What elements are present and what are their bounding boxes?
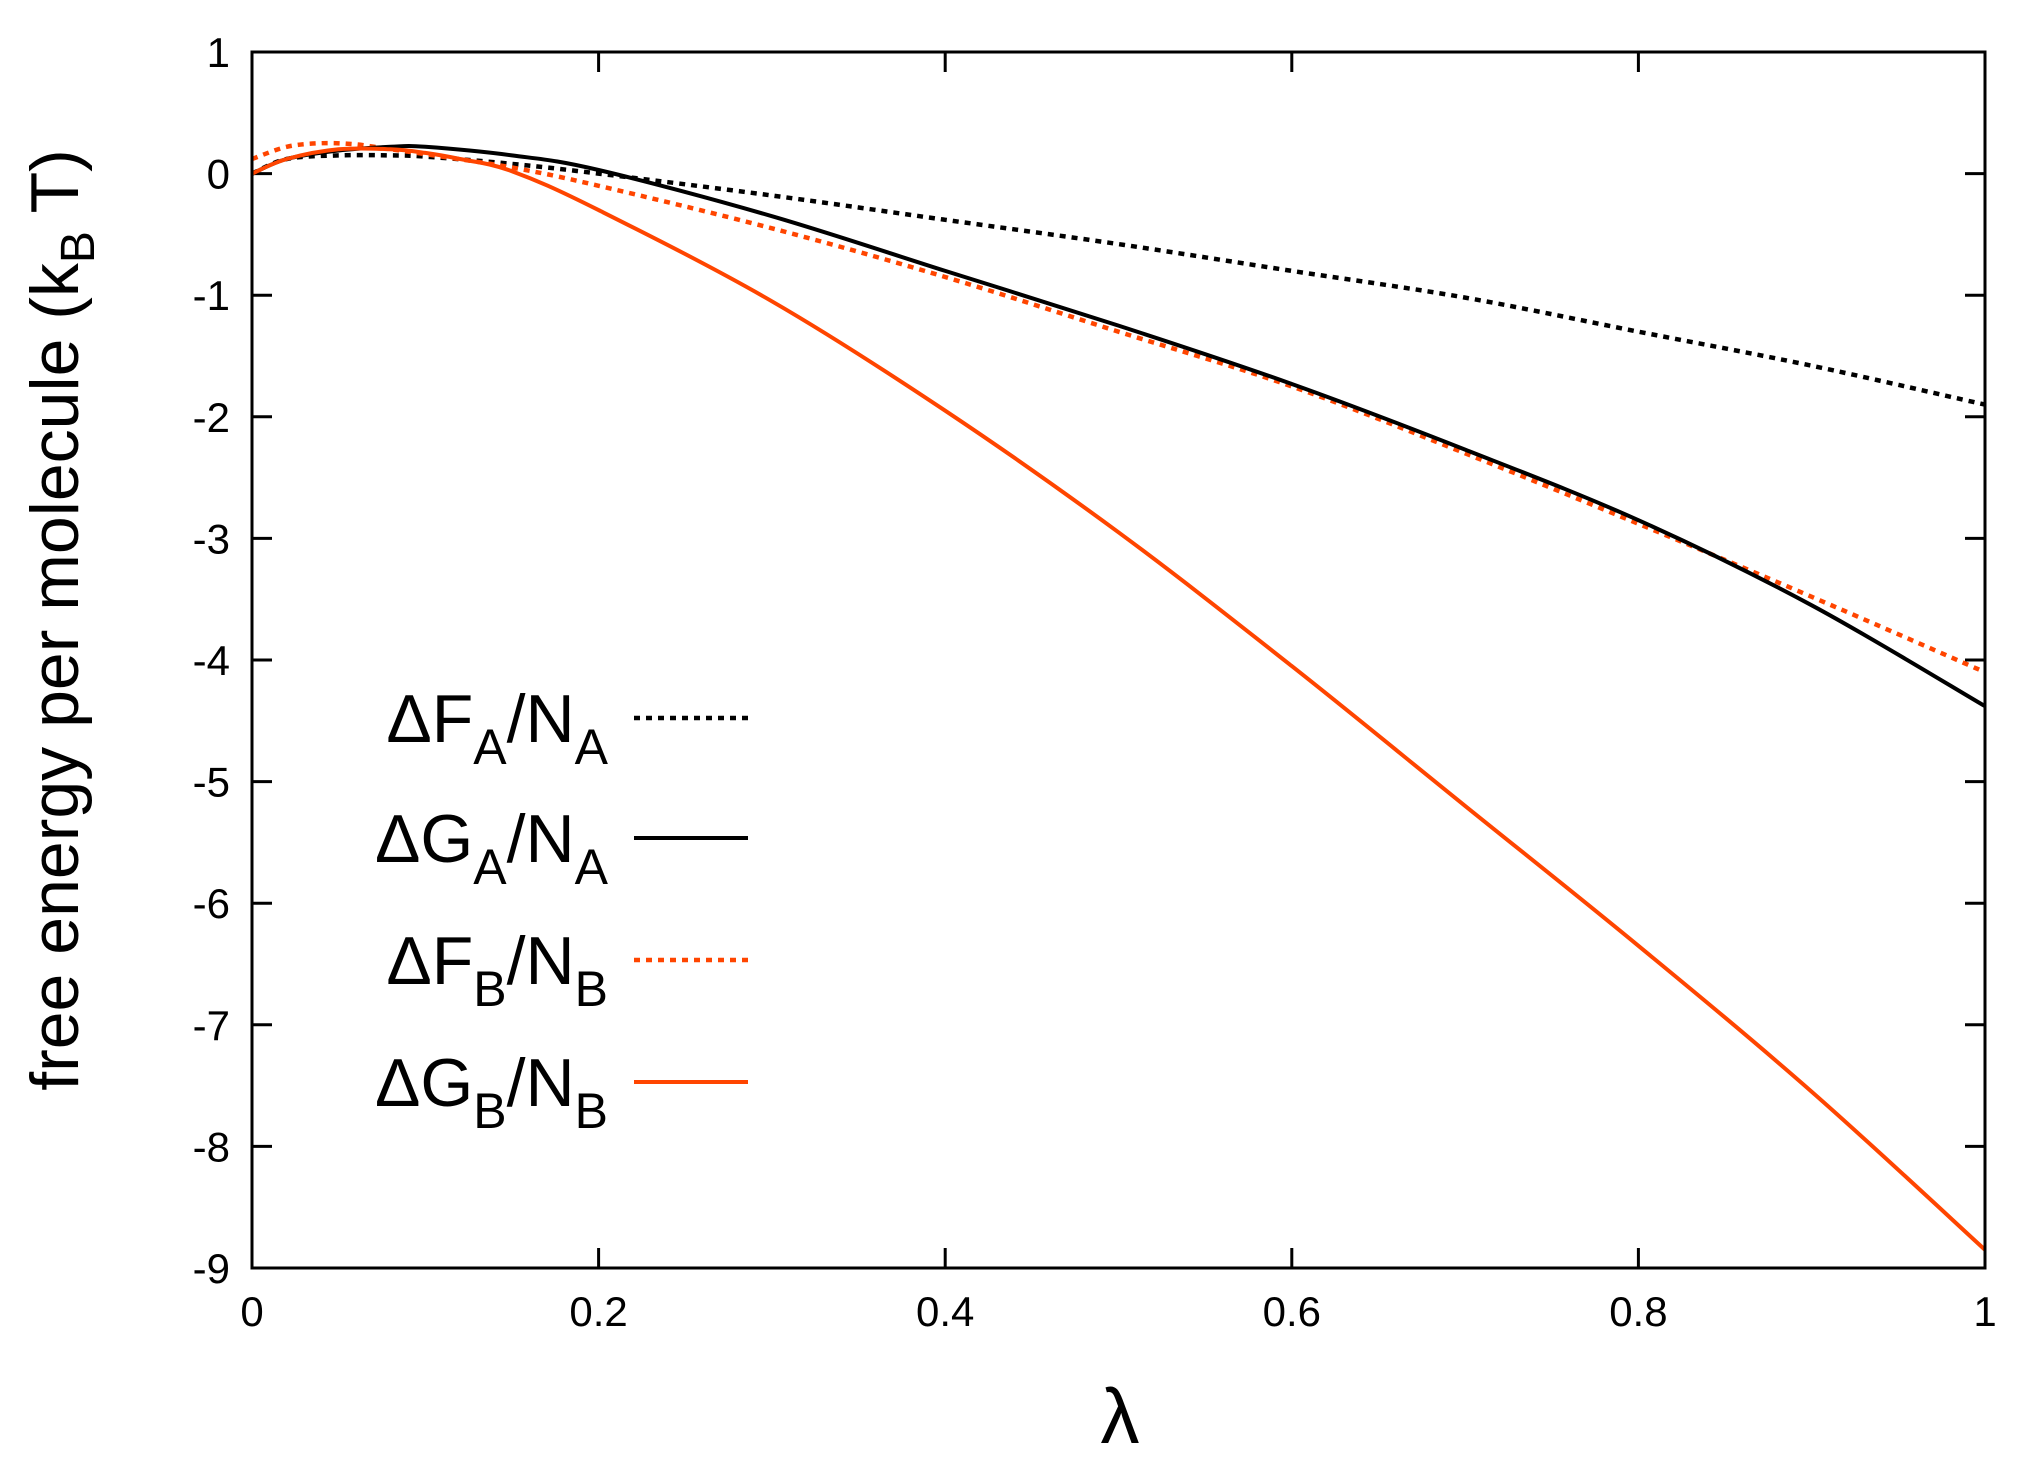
y-tick-label: -3 — [193, 515, 230, 562]
x-tick-label: 1 — [1973, 1288, 1996, 1335]
y-axis-title-prefix: free energy per molecule (k — [17, 262, 93, 1091]
y-axis-title: free energy per molecule (kB T) — [17, 149, 105, 1091]
y-tick-label: -4 — [193, 637, 230, 684]
legend-item-dFA: ΔFA/NA — [386, 681, 748, 775]
x-tick-label: 0.6 — [1263, 1288, 1321, 1335]
x-axis-title: λ — [1101, 1372, 1140, 1460]
series-line-dFB — [251, 140, 1986, 675]
y-tick-label: -9 — [193, 1245, 230, 1292]
y-tick-label: 1 — [207, 29, 230, 76]
series-line-dGB — [251, 146, 1987, 1252]
y-tick-label: -1 — [193, 272, 230, 319]
y-tick-label: -6 — [193, 880, 230, 927]
y-tick-label: -5 — [193, 759, 230, 806]
series-line-dGA — [251, 144, 1987, 708]
legend-label-dFB: ΔFB/NB — [386, 923, 608, 1017]
series-line-dFA — [251, 152, 1986, 407]
x-tick-label: 0.8 — [1609, 1288, 1667, 1335]
y-tick-label: -8 — [193, 1123, 230, 1170]
legend-label-dGB: ΔGB/NB — [375, 1045, 608, 1139]
plot-frame — [250, 50, 1987, 1270]
legend-item-dGB: ΔGB/NB — [375, 1045, 748, 1139]
x-tick-label: 0.2 — [569, 1288, 627, 1335]
legend: ΔFA/NA ΔGA/NA ΔFB/NB ΔGB/NB — [375, 681, 748, 1139]
y-tick-label: -7 — [193, 1002, 230, 1049]
y-tick-label: 0 — [207, 151, 230, 198]
legend-item-dGA: ΔGA/NA — [375, 801, 748, 895]
tick-labels: 0 0.2 0.4 0.6 0.8 1 1 0 -1 -2 -3 -4 -5 -6 -7 -8 -9 — [193, 29, 1997, 1335]
data-series — [251, 140, 1987, 1252]
x-tick-label: 0 — [240, 1288, 263, 1335]
legend-label-dFA: ΔFA/NA — [386, 681, 608, 775]
y-axis-title-suffix: T) — [17, 149, 93, 231]
y-axis-title-subscript: B — [52, 231, 105, 263]
legend-label-dGA: ΔGA/NA — [375, 801, 609, 895]
legend-item-dFB: ΔFB/NB — [386, 923, 748, 1017]
y-tick-label: -2 — [193, 394, 230, 441]
x-tick-label: 0.4 — [916, 1288, 974, 1335]
